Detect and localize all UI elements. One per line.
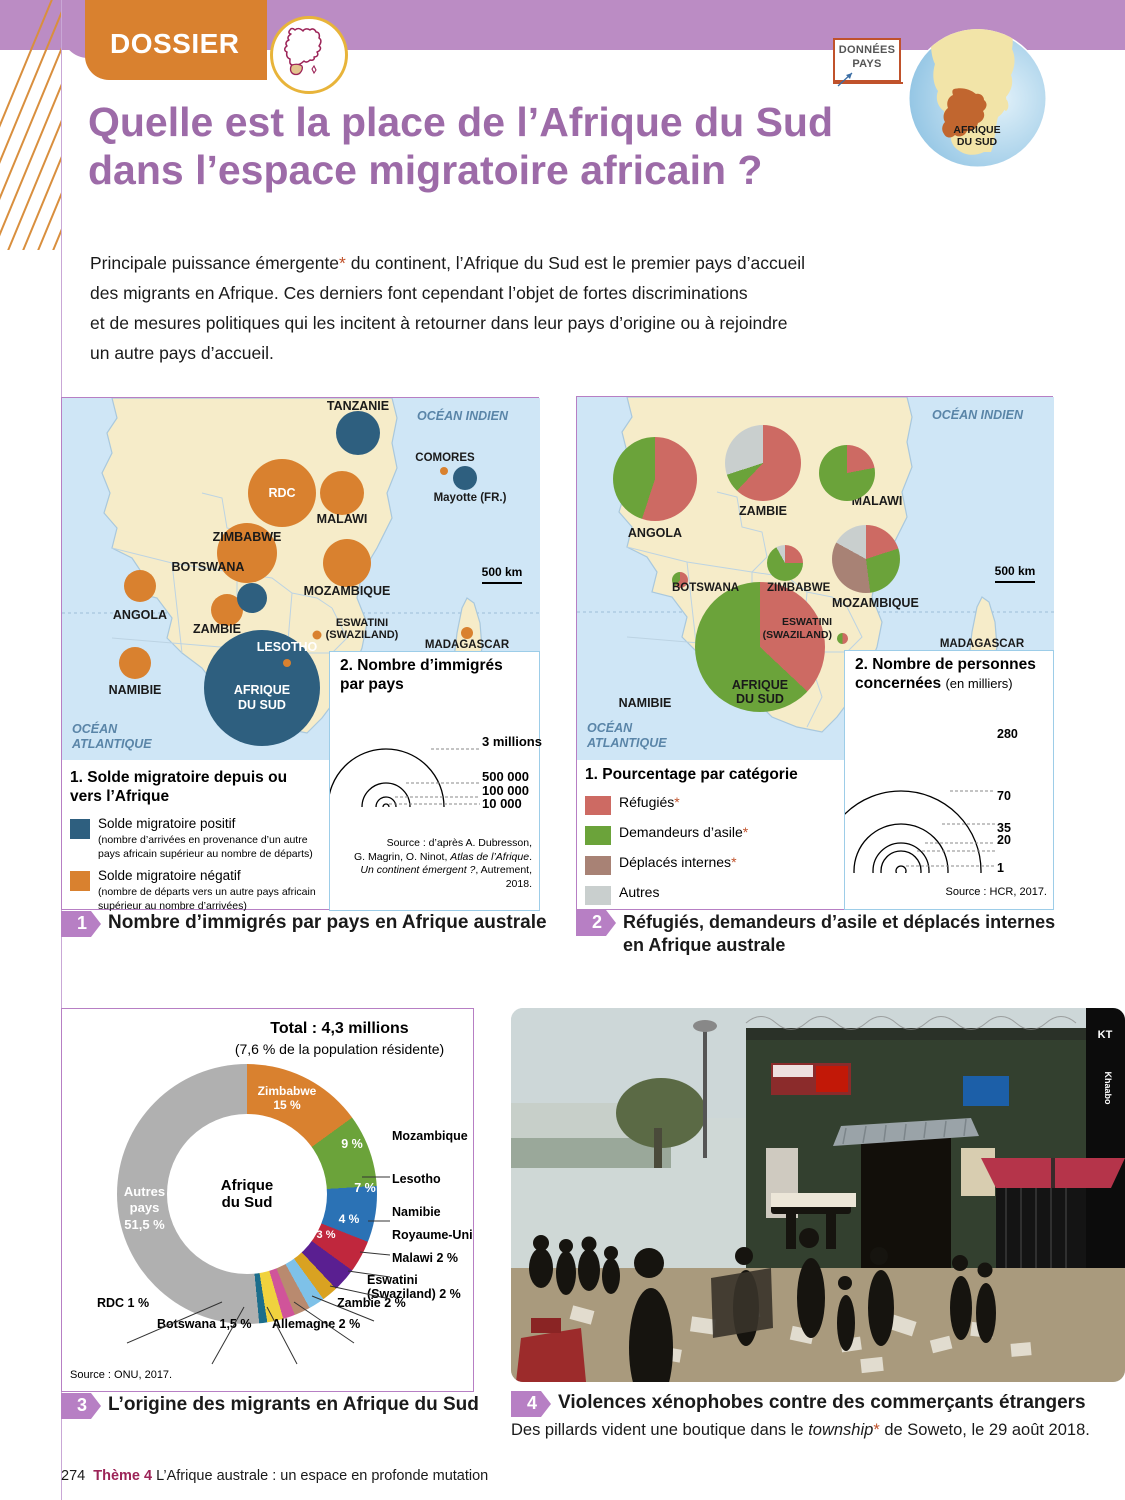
svg-text:OCÉAN INDIEN: OCÉAN INDIEN xyxy=(932,407,1024,422)
svg-text:BOTSWANA: BOTSWANA xyxy=(172,560,245,574)
svg-text:Mayotte (FR.): Mayotte (FR.) xyxy=(434,492,507,504)
svg-text:MADAGASCAR: MADAGASCAR xyxy=(940,638,1025,650)
svg-text:(SWAZILAND): (SWAZILAND) xyxy=(326,629,399,641)
svg-text:ZIMBABWE: ZIMBABWE xyxy=(213,530,282,544)
svg-text:OCÉAN: OCÉAN xyxy=(587,720,633,735)
svg-text:OCÉAN: OCÉAN xyxy=(72,721,118,736)
svg-text:DU SUD: DU SUD xyxy=(957,136,998,148)
svg-text:DU SUD: DU SUD xyxy=(238,698,286,712)
svg-text:MALAWI: MALAWI xyxy=(317,512,368,526)
svg-text:AFRIQUE: AFRIQUE xyxy=(953,124,1000,136)
svg-text:500 km: 500 km xyxy=(482,565,523,579)
svg-text:Khaabo: Khaabo xyxy=(1103,1071,1113,1105)
svg-text:OCÉAN INDIEN: OCÉAN INDIEN xyxy=(417,408,509,423)
svg-text:ANGOLA: ANGOLA xyxy=(113,608,167,622)
svg-text:ZAMBIE: ZAMBIE xyxy=(193,622,241,636)
svg-text:500 km: 500 km xyxy=(995,564,1036,578)
svg-text:NAMIBIE: NAMIBIE xyxy=(109,683,162,697)
svg-text:MADAGASCAR: MADAGASCAR xyxy=(425,639,510,651)
svg-text:ANGOLA: ANGOLA xyxy=(628,526,682,540)
svg-text:ATLANTIQUE: ATLANTIQUE xyxy=(71,737,152,751)
svg-text:ESWATINI: ESWATINI xyxy=(336,617,388,629)
svg-text:KT: KT xyxy=(1098,1029,1113,1041)
svg-text:AFRIQUE: AFRIQUE xyxy=(234,683,290,697)
svg-text:COMORES: COMORES xyxy=(415,452,475,464)
svg-text:LESOTHO: LESOTHO xyxy=(257,640,318,654)
svg-text:NAMIBIE: NAMIBIE xyxy=(619,696,672,710)
svg-text:RDC: RDC xyxy=(268,486,295,500)
svg-text:TANZANIE: TANZANIE xyxy=(327,399,389,413)
svg-text:MOZAMBIQUE: MOZAMBIQUE xyxy=(304,584,391,598)
svg-text:ATLANTIQUE: ATLANTIQUE xyxy=(586,736,667,750)
